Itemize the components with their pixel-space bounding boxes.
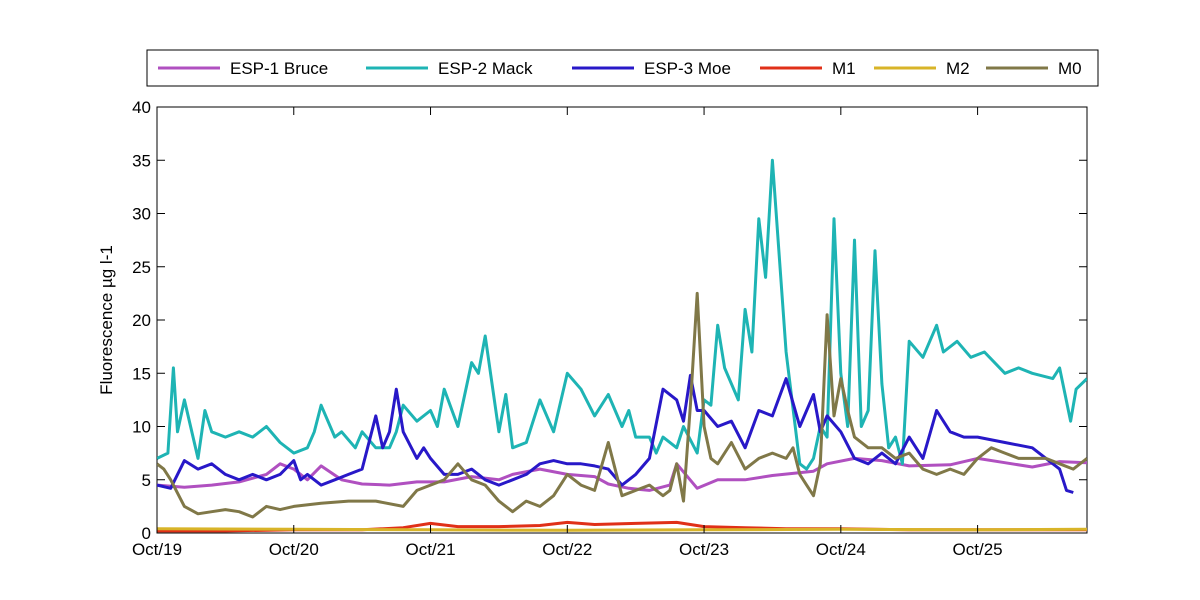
y-tick-label: 10 <box>132 418 151 437</box>
legend-label: ESP-1 Bruce <box>230 59 328 78</box>
y-tick-label: 35 <box>132 151 151 170</box>
y-tick-label: 30 <box>132 205 151 224</box>
legend-label: M2 <box>946 59 970 78</box>
legend: ESP-1 Bruce ESP-2 Mack ESP-3 Moe M1 M2 M0 <box>146 49 1099 87</box>
y-tick-label: 15 <box>132 364 151 383</box>
legend-label: ESP-3 Moe <box>644 59 731 78</box>
series-layer <box>157 158 1087 533</box>
y-tick-label: 0 <box>142 524 151 543</box>
legend-label: M0 <box>1058 59 1082 78</box>
x-tick-label: Oct/25 <box>953 540 1003 559</box>
x-tick-label: Oct/23 <box>679 540 729 559</box>
x-tick-label: Oct/19 <box>132 540 182 559</box>
x-tick-label: Oct/21 <box>405 540 455 559</box>
y-tick-label: 5 <box>142 471 151 490</box>
x-tick-label: Oct/20 <box>269 540 319 559</box>
series-line-m0 <box>157 291 1087 519</box>
x-tick-label: Oct/22 <box>542 540 592 559</box>
legend-label: M1 <box>832 59 856 78</box>
legend-label: ESP-2 Mack <box>438 59 533 78</box>
x-tick-label: Oct/24 <box>816 540 866 559</box>
y-axis-title: Fluorescence µg l-1 <box>97 245 116 395</box>
series-line-esp-3-moe <box>157 373 1074 494</box>
y-tick-label: 25 <box>132 258 151 277</box>
y-tick-label: 40 <box>132 98 151 117</box>
axes-layer: 0 5 10 15 20 25 30 35 40 Oct/19 Oct/20 Oct/21 Oct/22… <box>132 98 1087 559</box>
plot-area <box>156 106 1088 534</box>
y-tick-label: 20 <box>132 311 151 330</box>
series-line-m2 <box>157 527 1087 532</box>
